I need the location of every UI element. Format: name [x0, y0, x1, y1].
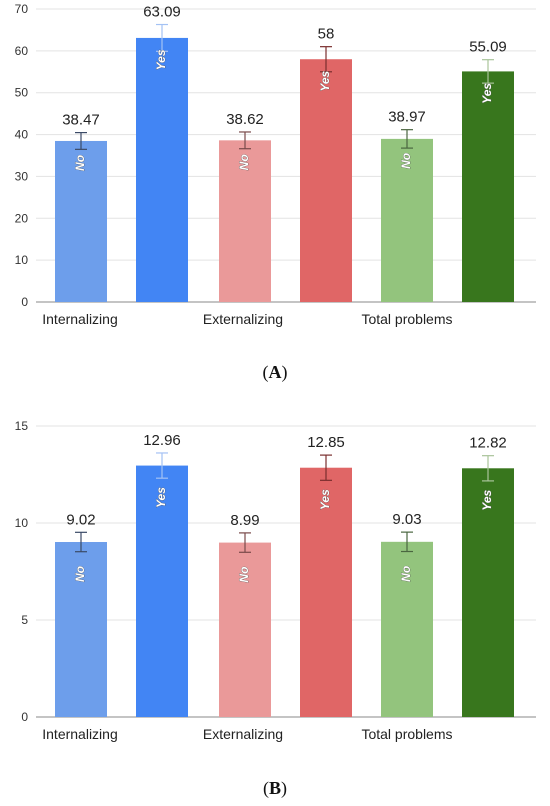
series-label-yes: Yes [480, 83, 494, 104]
series-label-no: No [237, 567, 251, 583]
error-bar [239, 131, 251, 150]
series-label-yes: Yes [318, 489, 332, 510]
value-label: 9.03 [392, 511, 421, 528]
error-bar [239, 532, 251, 553]
y-tick-label: 60 [15, 44, 29, 58]
y-tick-label: 70 [15, 2, 29, 16]
panel-label-a: (A) [262, 362, 288, 382]
series-label-yes: Yes [480, 490, 494, 511]
value-label: 38.97 [388, 109, 426, 126]
error-bar [482, 59, 494, 84]
y-tick-label: 40 [15, 128, 29, 142]
bar-total-problems-no [381, 138, 433, 302]
bar-total-problems-yes [462, 71, 514, 302]
bar-total-problems-no [381, 541, 433, 717]
series-label-yes: Yes [154, 487, 168, 508]
bar-internalizing-no [55, 140, 107, 302]
value-label: 12.82 [469, 435, 507, 452]
category-label: Internalizing [42, 726, 118, 742]
error-bar [156, 452, 168, 479]
bar-externalizing-yes [300, 59, 352, 302]
error-bar [401, 531, 413, 553]
category-label: Internalizing [42, 311, 118, 327]
bar-internalizing-yes [136, 37, 188, 303]
panel-label-b: (B) [262, 778, 287, 798]
error-bar [156, 23, 168, 52]
y-tick-label: 15 [15, 419, 29, 433]
y-tick-label: 10 [15, 516, 29, 530]
series-label-yes: Yes [154, 49, 168, 70]
category-label: Externalizing [203, 311, 283, 327]
value-label: 38.62 [226, 111, 264, 128]
category-label: Total problems [361, 311, 452, 327]
error-bar [401, 129, 413, 149]
y-tick-label: 10 [15, 253, 29, 267]
series-label-no: No [237, 154, 251, 170]
panel-a: 0 10 20 30 40 50 60 70 38.47 No 63.09 Yes Internaliz… [0, 0, 550, 358]
bar-total-problems-yes [462, 468, 514, 717]
y-tick-label: 0 [21, 295, 28, 309]
series-label-no: No [73, 566, 87, 582]
series-label-yes: Yes [318, 70, 332, 91]
y-tick-label: 30 [15, 169, 29, 183]
bar-internalizing-no [55, 542, 107, 717]
category-label: Externalizing [203, 726, 283, 742]
y-tick-label: 50 [15, 86, 29, 100]
error-bar [320, 46, 332, 73]
bar-externalizing-no [219, 140, 271, 302]
y-tick-label: 20 [15, 211, 29, 225]
value-label: 63.09 [143, 4, 181, 21]
series-label-no: No [73, 155, 87, 171]
chart-a: 0 10 20 30 40 50 60 70 38.47 No 63.09 Yes Internaliz… [15, 2, 536, 327]
value-label: 38.47 [62, 112, 100, 129]
error-bar [320, 454, 332, 481]
bar-externalizing-yes [300, 467, 352, 717]
error-bar [75, 531, 87, 553]
error-bar [75, 132, 87, 150]
bar-externalizing-no [219, 542, 271, 717]
series-label-no: No [399, 153, 413, 169]
value-label: 12.96 [143, 432, 181, 449]
value-label: 58 [318, 26, 335, 43]
value-label: 12.85 [307, 434, 345, 451]
value-label: 8.99 [230, 512, 259, 529]
y-tick-label: 0 [21, 710, 28, 724]
y-tick-label: 5 [21, 613, 28, 627]
error-bar [482, 455, 494, 482]
value-label: 9.02 [66, 511, 95, 528]
chart-b: 0 5 10 15 9.02 No 12.96 Yes Internalizing 8.99 No 1… [15, 419, 536, 742]
panel-b: 0 5 10 15 9.02 No 12.96 Yes Internalizing 8.99 No 1… [0, 400, 550, 760]
series-label-no: No [399, 566, 413, 582]
category-label: Total problems [361, 726, 452, 742]
value-label: 55.09 [469, 39, 507, 56]
bar-internalizing-yes [136, 465, 188, 717]
